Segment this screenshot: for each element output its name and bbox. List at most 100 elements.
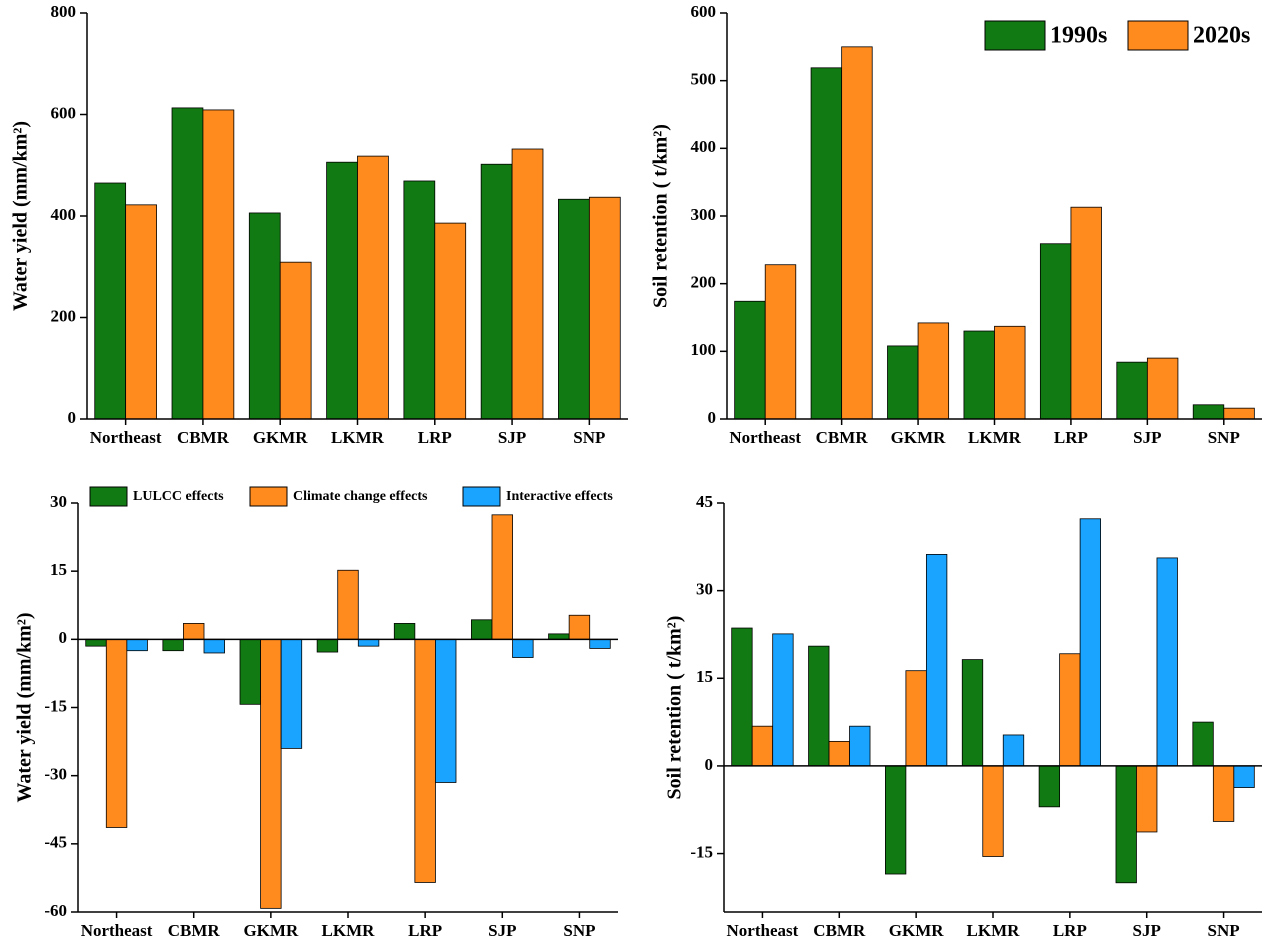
bar	[1212, 765, 1235, 822]
x-tick-label: SNP	[1208, 921, 1240, 940]
y-tick-label: 400	[51, 205, 77, 224]
bar	[1223, 407, 1255, 420]
bar	[751, 725, 774, 767]
x-tick-label: GKMR	[253, 428, 308, 447]
bar	[280, 638, 303, 749]
x-tick-label: GKMR	[243, 921, 298, 940]
y-tick-label: 30	[50, 492, 67, 511]
bar	[841, 46, 873, 420]
bar	[316, 638, 339, 653]
bar	[357, 155, 389, 420]
y-tick-label: -45	[44, 833, 67, 852]
bar	[905, 670, 927, 767]
bar	[994, 325, 1026, 420]
y-tick-label: 45	[696, 492, 713, 511]
x-tick-label: LRP	[1053, 921, 1087, 940]
bar	[279, 261, 312, 420]
bar	[1156, 557, 1178, 767]
y-tick-label: 200	[691, 273, 717, 292]
bar	[1039, 243, 1072, 420]
bar	[982, 765, 1004, 857]
y-axis-label: Soil retention ( t/km²)	[664, 616, 686, 800]
y-tick-label: 300	[691, 205, 717, 224]
bar	[588, 196, 621, 420]
bar	[1136, 765, 1158, 833]
legend-label: 1990s	[1050, 23, 1107, 49]
bar	[849, 725, 871, 767]
bar	[1002, 734, 1025, 767]
bar	[248, 212, 281, 420]
x-tick-label: SNP	[1208, 428, 1240, 447]
bar	[1233, 765, 1255, 788]
x-tick-label: LKMR	[968, 428, 1022, 447]
y-tick-label: 0	[59, 628, 68, 647]
y-tick-label: 0	[708, 408, 717, 427]
y-tick-label: 400	[691, 137, 717, 156]
bar	[512, 638, 534, 658]
bar	[887, 345, 919, 420]
bar	[491, 514, 513, 640]
legend-label: Interactive effects	[506, 489, 613, 504]
bar	[1038, 765, 1061, 808]
bar	[126, 638, 148, 652]
bar	[171, 107, 204, 420]
bar	[260, 638, 282, 909]
y-tick-label: 0	[68, 408, 77, 427]
bar	[808, 645, 830, 767]
y-tick-label: -15	[690, 842, 713, 861]
x-tick-label: GKMR	[889, 921, 944, 940]
bar	[1079, 518, 1101, 767]
bar	[828, 740, 850, 767]
x-tick-label: CBMR	[168, 921, 221, 940]
x-tick-label: CBMR	[813, 921, 866, 940]
x-tick-label: LRP	[408, 921, 442, 940]
bar	[1192, 404, 1225, 420]
x-tick-label: Northeast	[90, 428, 162, 447]
y-tick-label: 500	[691, 70, 717, 89]
bar	[548, 633, 570, 640]
bar	[963, 330, 995, 420]
bar	[1146, 357, 1179, 420]
bar	[403, 180, 436, 420]
bar	[105, 638, 128, 828]
y-tick-label: 15	[696, 667, 713, 686]
y-tick-label: 30	[696, 580, 713, 599]
bar	[925, 554, 948, 767]
bar	[326, 161, 358, 420]
bar	[471, 619, 493, 640]
y-tick-label: 0	[705, 755, 714, 774]
y-tick-label: -60	[44, 901, 67, 920]
y-tick-label: 15	[50, 560, 67, 579]
y-tick-label: 100	[691, 340, 717, 359]
legend-swatch	[249, 486, 288, 507]
bar	[393, 623, 416, 640]
x-tick-label: LRP	[1054, 428, 1088, 447]
x-tick-label: LKMR	[322, 921, 376, 940]
legend-swatch	[89, 486, 128, 507]
bar	[772, 633, 794, 767]
legend-swatch	[1127, 20, 1189, 51]
bar	[183, 623, 205, 640]
legend-swatch	[984, 20, 1046, 51]
bar	[558, 198, 590, 420]
y-tick-label: -30	[44, 765, 67, 784]
bar	[810, 67, 843, 420]
x-tick-label: LKMR	[331, 428, 385, 447]
bar	[435, 638, 457, 783]
x-tick-label: CBMR	[816, 428, 869, 447]
bar	[917, 322, 950, 420]
y-axis-label: Soil retention ( t/km²)	[650, 124, 672, 308]
bar	[1070, 206, 1102, 420]
x-tick-label: CBMR	[177, 428, 230, 447]
bar	[414, 638, 436, 883]
x-tick-label: SNP	[573, 428, 605, 447]
y-axis-label: Water yield (mm/km²)	[10, 121, 32, 311]
y-tick-label: -15	[44, 696, 67, 715]
x-tick-label: LRP	[418, 428, 452, 447]
x-tick-label: SJP	[1133, 428, 1161, 447]
bar	[239, 638, 261, 705]
legend-swatch	[462, 486, 501, 507]
bar	[1116, 361, 1148, 420]
